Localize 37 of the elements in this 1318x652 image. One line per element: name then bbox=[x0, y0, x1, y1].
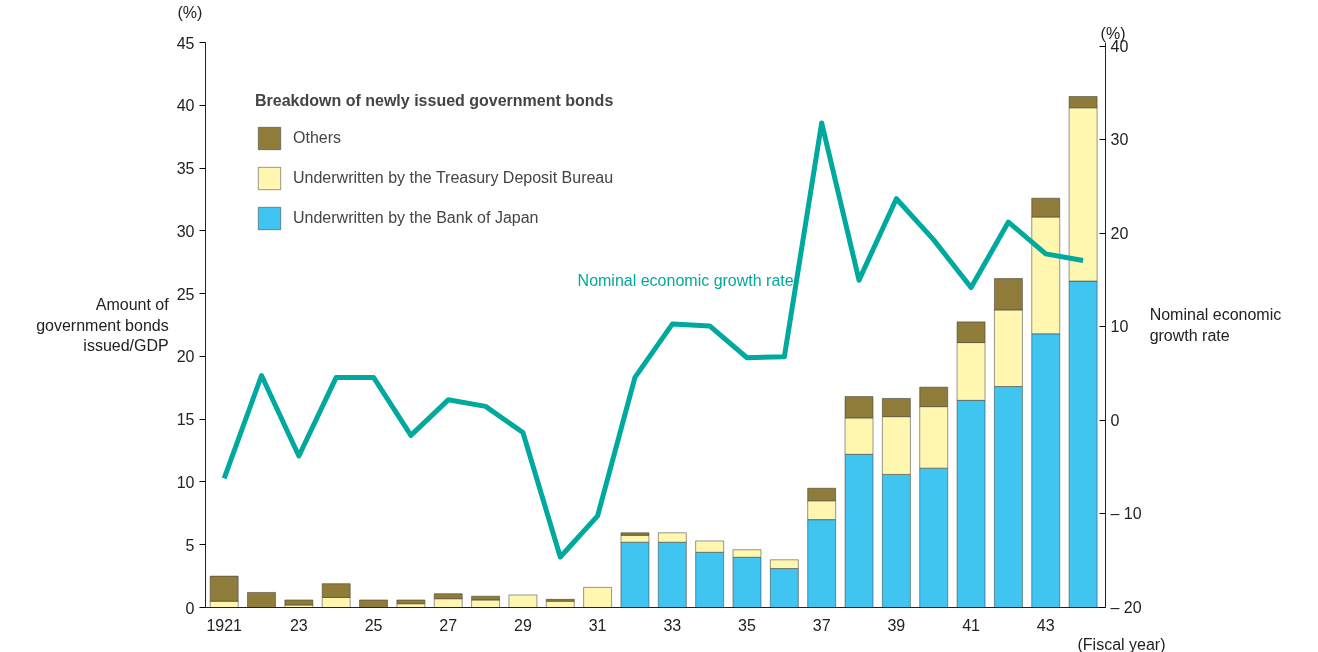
y2-tick-label: 0 bbox=[1110, 411, 1120, 429]
x-tick-label: 33 bbox=[663, 616, 682, 634]
y-tick-label: 30 bbox=[176, 222, 195, 240]
legend-label: Underwritten by the Treasury Deposit Bureau bbox=[293, 169, 614, 187]
y-tick-label: 10 bbox=[176, 473, 195, 491]
x-axis-title: (Fiscal year) bbox=[1077, 635, 1166, 652]
y2-tick-label: – 10 bbox=[1110, 505, 1142, 523]
legend-label: Others bbox=[293, 129, 342, 147]
x-tick-label: 1921 bbox=[206, 616, 243, 634]
series-label: Nominal economic growth rate bbox=[577, 272, 794, 290]
y-tick-label: 0 bbox=[185, 599, 195, 617]
y-tick-label: 15 bbox=[176, 411, 195, 429]
y-tick-label: 25 bbox=[176, 285, 195, 303]
x-tick-label: 37 bbox=[812, 616, 831, 634]
legend-label: Underwritten by the Bank of Japan bbox=[293, 209, 539, 227]
y-tick-label: 40 bbox=[176, 97, 195, 115]
y2-axis-title: Nominal economic growth rate bbox=[1149, 306, 1282, 344]
x-tick-label: 31 bbox=[588, 616, 607, 634]
x-tick-label: 27 bbox=[439, 616, 458, 634]
y-tick-label: 20 bbox=[176, 348, 195, 366]
text: (%) bbox=[177, 3, 203, 21]
y-tick-label: 45 bbox=[176, 34, 195, 52]
x-tick-label: 29 bbox=[514, 616, 532, 634]
y2-tick-label: – 20 bbox=[1110, 599, 1142, 616]
y-tick-label: 35 bbox=[176, 160, 195, 178]
x-tick-label: 39 bbox=[887, 616, 906, 634]
x-tick-label: 35 bbox=[738, 616, 756, 634]
x-tick-label: 23 bbox=[289, 616, 308, 634]
x-tick-label: 25 bbox=[364, 616, 383, 634]
y2-tick-label: 30 bbox=[1110, 131, 1129, 149]
legend-title: Breakdown of newly issued government bonds bbox=[255, 92, 614, 110]
y2-tick-label: 10 bbox=[1110, 318, 1129, 336]
y-tick-label: 5 bbox=[185, 536, 195, 554]
y-axis-title: Amount of government bonds issued/GDP bbox=[36, 296, 170, 354]
x-tick-label: 43 bbox=[1036, 616, 1055, 634]
y2-tick-label: 20 bbox=[1110, 224, 1129, 242]
x-tick-label: 41 bbox=[962, 616, 981, 634]
